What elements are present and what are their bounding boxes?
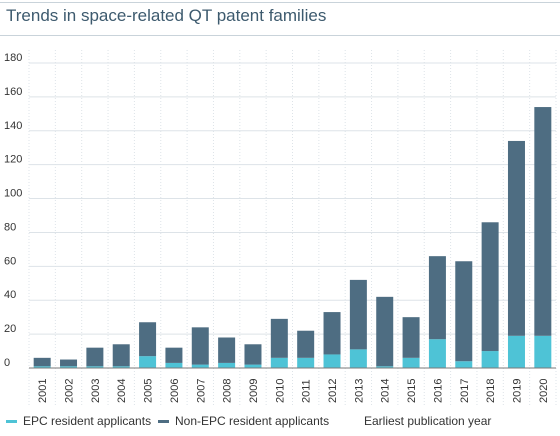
y-tick-label: 180 (4, 52, 22, 64)
legend-item-epc: EPC resident applicants (6, 414, 151, 428)
bar-non-epc (218, 338, 235, 363)
x-tick-label: 2006 (169, 379, 181, 403)
bar-non-epc (60, 360, 77, 367)
bar-epc (350, 349, 367, 368)
x-tick-label: 2018 (485, 379, 497, 403)
bar-epc (271, 358, 288, 368)
bar-non-epc (508, 141, 525, 336)
bar-non-epc (455, 261, 472, 361)
chart-legend: EPC resident applicants Non-EPC resident… (6, 414, 558, 432)
stacked-bar-chart: 0 20 40 60 80 100 120 140 160 180 2001 2002 2003 2004… (0, 0, 560, 410)
legend-swatch-epc (6, 420, 17, 423)
legend-swatch-non-epc (158, 420, 169, 423)
bar-non-epc (86, 348, 103, 367)
x-tick-label: 2013 (353, 379, 365, 403)
x-tick-label: 2010 (274, 379, 286, 403)
y-tick-label: 60 (4, 255, 16, 267)
legend-label-epc: EPC resident applicants (23, 414, 151, 428)
y-tick-label: 20 (4, 323, 16, 335)
y-tick-label: 0 (4, 357, 10, 369)
bar-epc (165, 363, 182, 368)
x-tick-label: 2001 (37, 379, 49, 403)
bar-non-epc (165, 348, 182, 363)
bar-epc (482, 351, 499, 368)
bar-epc (218, 363, 235, 368)
bar-non-epc (324, 312, 341, 354)
bar-epc (455, 361, 472, 368)
bar-non-epc (34, 358, 51, 366)
bar-non-epc (271, 319, 288, 358)
bar-epc (244, 365, 261, 368)
bar-non-epc (139, 322, 156, 356)
y-tick-label: 160 (4, 86, 22, 98)
bar-non-epc (403, 317, 420, 358)
bar-epc (297, 358, 314, 368)
x-tick-label: 2016 (432, 379, 444, 403)
x-tick-label: 2007 (195, 379, 207, 403)
x-tick-label: 2014 (380, 379, 392, 403)
x-tick-label: 2005 (143, 379, 155, 403)
bar-epc (324, 354, 341, 368)
bar-epc (403, 358, 420, 368)
legend-item-non-epc: Non-EPC resident applicants (158, 414, 329, 428)
x-tick-label: 2011 (301, 379, 313, 403)
x-tick-label: 2004 (116, 379, 128, 403)
legend-label-non-epc: Non-EPC resident applicants (175, 414, 329, 428)
y-tick-label: 100 (4, 188, 22, 200)
bar-epc (139, 356, 156, 368)
x-tick-label: 2019 (511, 379, 523, 403)
x-tick-label: 2008 (222, 379, 234, 403)
y-tick-label: 120 (4, 154, 22, 166)
legend-item-axis-title: Earliest publication year (364, 414, 491, 428)
x-tick-label: 2009 (248, 379, 260, 403)
x-tick-label: 2015 (406, 379, 418, 403)
bar-non-epc (297, 331, 314, 358)
x-tick-label: 2003 (90, 379, 102, 403)
bar-epc (192, 365, 209, 368)
bar-non-epc (113, 344, 130, 366)
x-tick-label: 2020 (538, 379, 550, 403)
bar-non-epc (350, 280, 367, 349)
bar-non-epc (376, 297, 393, 366)
y-tick-label: 80 (4, 221, 16, 233)
bar-non-epc (534, 107, 551, 336)
x-tick-label: 2012 (327, 379, 339, 403)
bar-non-epc (244, 344, 261, 364)
x-axis-title: Earliest publication year (364, 414, 491, 428)
y-tick-label: 40 (4, 289, 16, 301)
bar-epc (429, 339, 446, 368)
bar-epc (508, 336, 525, 368)
bar-non-epc (192, 327, 209, 364)
bar-non-epc (429, 256, 446, 339)
bar-epc (534, 336, 551, 368)
bar-non-epc (482, 222, 499, 351)
x-tick-label: 2002 (64, 379, 76, 403)
y-tick-label: 140 (4, 120, 22, 132)
x-tick-label: 2017 (459, 379, 471, 403)
